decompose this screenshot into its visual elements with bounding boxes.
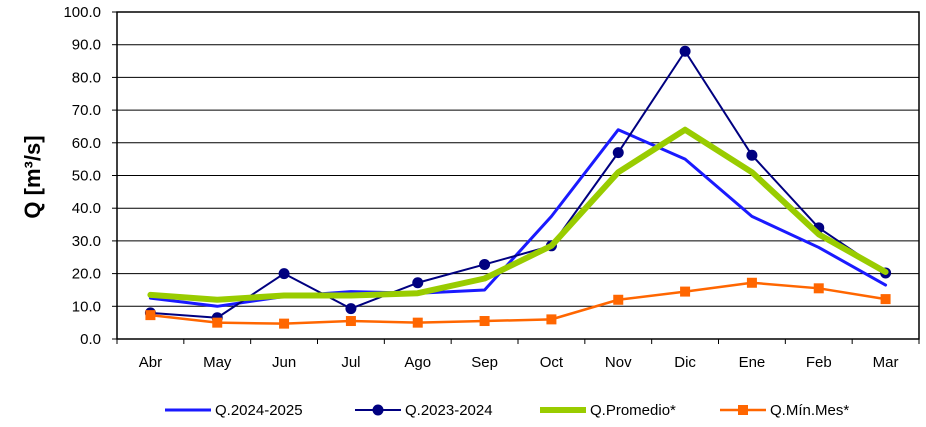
data-point xyxy=(145,310,156,321)
data-point xyxy=(412,277,424,289)
y-tick-labels: 0.0 10.0 20.0 30.0 40.0 50.0 60.0 70.0 80.0 90.0 1… xyxy=(63,4,101,348)
legend: Q.2024-2025 Q.2023-2024 Q.Promedio* Q.Mín.M… xyxy=(165,402,849,419)
y-tick-label: 60.0 xyxy=(72,135,101,152)
data-point xyxy=(880,294,891,305)
data-point xyxy=(279,318,290,329)
y-tick-label: 10.0 xyxy=(72,298,101,315)
series-line xyxy=(149,50,887,319)
legend-label: Q.2024-2025 xyxy=(215,402,303,419)
data-point xyxy=(746,149,758,161)
data-point xyxy=(738,405,748,415)
data-point xyxy=(479,258,491,270)
data-point xyxy=(345,303,357,315)
x-tick-labels: Abr May Jun Jul Ago Sep Oct Nov Dic Ene Feb Mar xyxy=(116,339,920,371)
data-point xyxy=(612,147,624,159)
legend-label: Q.Mín.Mes* xyxy=(770,402,849,419)
data-point xyxy=(613,294,624,305)
data-point xyxy=(212,317,223,328)
x-tick-label: Jun xyxy=(272,354,296,371)
x-tick-label: Jul xyxy=(341,354,360,371)
legend-label: Q.Promedio* xyxy=(590,402,676,419)
data-point xyxy=(479,316,490,327)
series-q-2023-2024 xyxy=(144,45,892,324)
x-tick-label: Ago xyxy=(404,354,431,371)
y-tick-label: 20.0 xyxy=(72,266,101,283)
x-tick-label: Feb xyxy=(806,354,832,371)
y-tick-label: 50.0 xyxy=(72,168,101,185)
data-point xyxy=(345,316,356,327)
legend-label: Q.2023-2024 xyxy=(405,402,493,419)
y-tick-label: 30.0 xyxy=(72,233,101,250)
y-axis-label: Q [m³/s] xyxy=(20,135,45,218)
data-point xyxy=(813,283,824,294)
x-tick-label: Sep xyxy=(471,354,498,371)
gridlines xyxy=(112,11,919,340)
data-point xyxy=(546,314,557,325)
legend-item: Q.Promedio* xyxy=(540,402,676,419)
x-tick-label: Nov xyxy=(605,354,632,371)
data-point xyxy=(746,277,757,288)
legend-item: Q.Mín.Mes* xyxy=(720,402,849,419)
series-line xyxy=(148,128,888,308)
series-q-2024-2025 xyxy=(148,128,888,308)
plot-area xyxy=(116,11,920,340)
y-tick-label: 40.0 xyxy=(72,200,101,217)
data-point xyxy=(680,286,691,297)
y-tick-label: 80.0 xyxy=(72,69,101,86)
x-tick-label: Mar xyxy=(873,354,899,371)
series-q-m-n-mes xyxy=(145,277,891,329)
series-lines xyxy=(144,45,892,329)
y-tick-label: 0.0 xyxy=(80,331,101,348)
data-point xyxy=(372,404,384,416)
x-tick-label: Dic xyxy=(674,354,696,371)
series-q-promedio xyxy=(147,126,889,303)
series-line xyxy=(147,126,889,303)
y-tick-label: 90.0 xyxy=(72,37,101,54)
series-line xyxy=(149,281,887,325)
y-tick-label: 70.0 xyxy=(72,102,101,119)
x-tick-label: Oct xyxy=(540,354,564,371)
data-point xyxy=(679,45,691,57)
y-tick-label: 100.0 xyxy=(63,4,101,21)
legend-item: Q.2023-2024 xyxy=(355,402,493,419)
data-point xyxy=(278,268,290,280)
x-tick-label: May xyxy=(203,354,232,371)
x-tick-label: Abr xyxy=(139,354,162,371)
data-point xyxy=(412,317,423,328)
legend-item: Q.2024-2025 xyxy=(165,402,303,419)
x-tick-label: Ene xyxy=(739,354,766,371)
